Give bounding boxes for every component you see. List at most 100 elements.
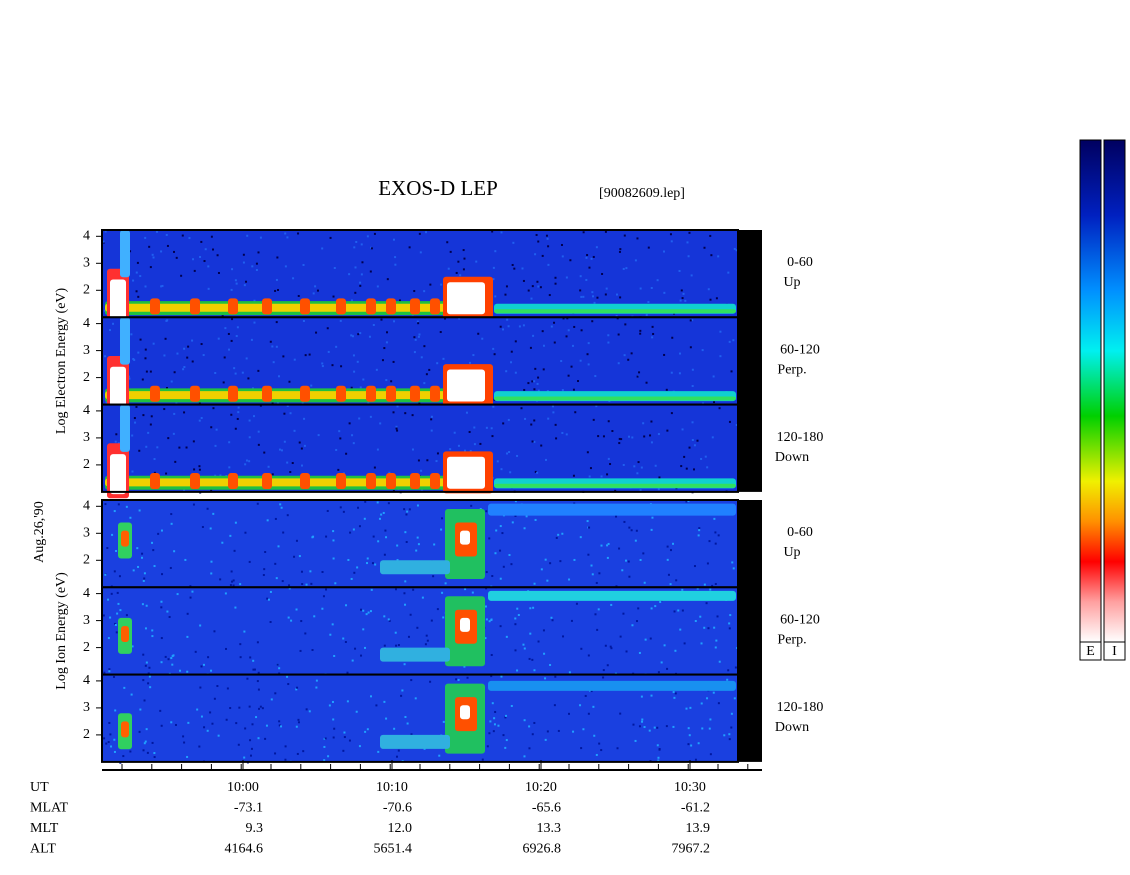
noise <box>643 581 646 584</box>
noise <box>730 370 733 373</box>
noise <box>404 531 407 534</box>
noise <box>394 631 397 634</box>
spectrum-feature <box>228 473 238 489</box>
noise <box>568 671 571 674</box>
noise <box>376 448 379 451</box>
noise <box>160 661 163 664</box>
noise <box>416 536 419 539</box>
noise <box>505 739 508 742</box>
noise <box>707 627 710 630</box>
noise <box>417 335 420 338</box>
noise <box>259 236 262 239</box>
noise <box>656 744 659 747</box>
noise <box>145 445 148 448</box>
noise <box>472 354 475 357</box>
noise <box>244 463 247 466</box>
noise <box>115 631 118 634</box>
noise <box>679 352 682 355</box>
noise <box>531 658 534 661</box>
noise <box>417 322 420 325</box>
noise <box>346 671 349 674</box>
noise <box>696 587 699 590</box>
noise <box>698 529 701 532</box>
noise <box>547 417 550 420</box>
noise <box>689 346 692 349</box>
noise <box>527 289 530 292</box>
noise <box>106 547 109 550</box>
noise <box>733 247 736 250</box>
y-tick-label: 4 <box>83 403 90 418</box>
noise <box>142 653 145 656</box>
noise <box>164 337 167 340</box>
noise <box>390 380 393 383</box>
noise <box>416 504 419 507</box>
noise <box>410 679 413 682</box>
direction: Perp. <box>777 633 806 648</box>
noise <box>342 637 345 640</box>
noise <box>592 255 595 258</box>
spectrum-feature <box>410 473 420 489</box>
noise <box>123 686 126 689</box>
noise <box>574 411 577 414</box>
noise <box>532 606 535 609</box>
noise <box>559 560 562 563</box>
noise <box>299 649 302 652</box>
noise <box>717 255 720 258</box>
noise <box>645 381 648 384</box>
noise <box>639 489 642 492</box>
noise <box>160 637 163 640</box>
noise <box>510 361 513 364</box>
noise <box>109 733 112 736</box>
noise <box>109 329 112 332</box>
noise <box>271 473 274 476</box>
noise <box>257 251 260 254</box>
y-axis-label: Log Ion Energy (eV) <box>54 572 69 690</box>
noise <box>125 505 128 508</box>
noise <box>669 549 672 552</box>
noise <box>356 360 359 363</box>
noise <box>357 506 360 509</box>
noise <box>557 729 560 732</box>
noise <box>272 361 275 364</box>
noise <box>228 466 231 469</box>
noise <box>283 440 286 443</box>
noise <box>323 745 326 748</box>
noise <box>731 561 734 564</box>
noise <box>684 299 687 302</box>
row-value: -61.2 <box>681 801 710 816</box>
noise <box>214 371 217 374</box>
noise <box>165 233 168 236</box>
noise <box>665 725 668 728</box>
noise <box>570 619 573 622</box>
noise <box>170 657 173 660</box>
noise <box>713 401 716 404</box>
noise <box>252 668 255 671</box>
noise <box>172 250 175 253</box>
noise <box>715 297 718 300</box>
noise <box>118 575 121 578</box>
noise <box>680 465 683 468</box>
noise <box>166 610 169 613</box>
noise <box>383 347 386 350</box>
noise <box>326 509 329 512</box>
y-tick-label: 3 <box>83 526 90 541</box>
noise <box>215 428 218 431</box>
noise <box>358 417 361 420</box>
noise <box>615 585 618 588</box>
noise <box>298 441 301 444</box>
noise <box>388 619 391 622</box>
noise <box>168 615 171 618</box>
noise <box>582 728 585 731</box>
noise <box>552 411 555 414</box>
noise <box>362 378 365 381</box>
noise <box>250 747 253 750</box>
noise <box>611 430 614 433</box>
noise <box>517 614 520 617</box>
noise <box>242 261 245 264</box>
noise <box>295 688 298 691</box>
noise <box>333 267 336 270</box>
direction: Up <box>783 545 800 560</box>
noise <box>505 635 508 638</box>
noise <box>189 585 192 588</box>
noise <box>623 234 626 237</box>
